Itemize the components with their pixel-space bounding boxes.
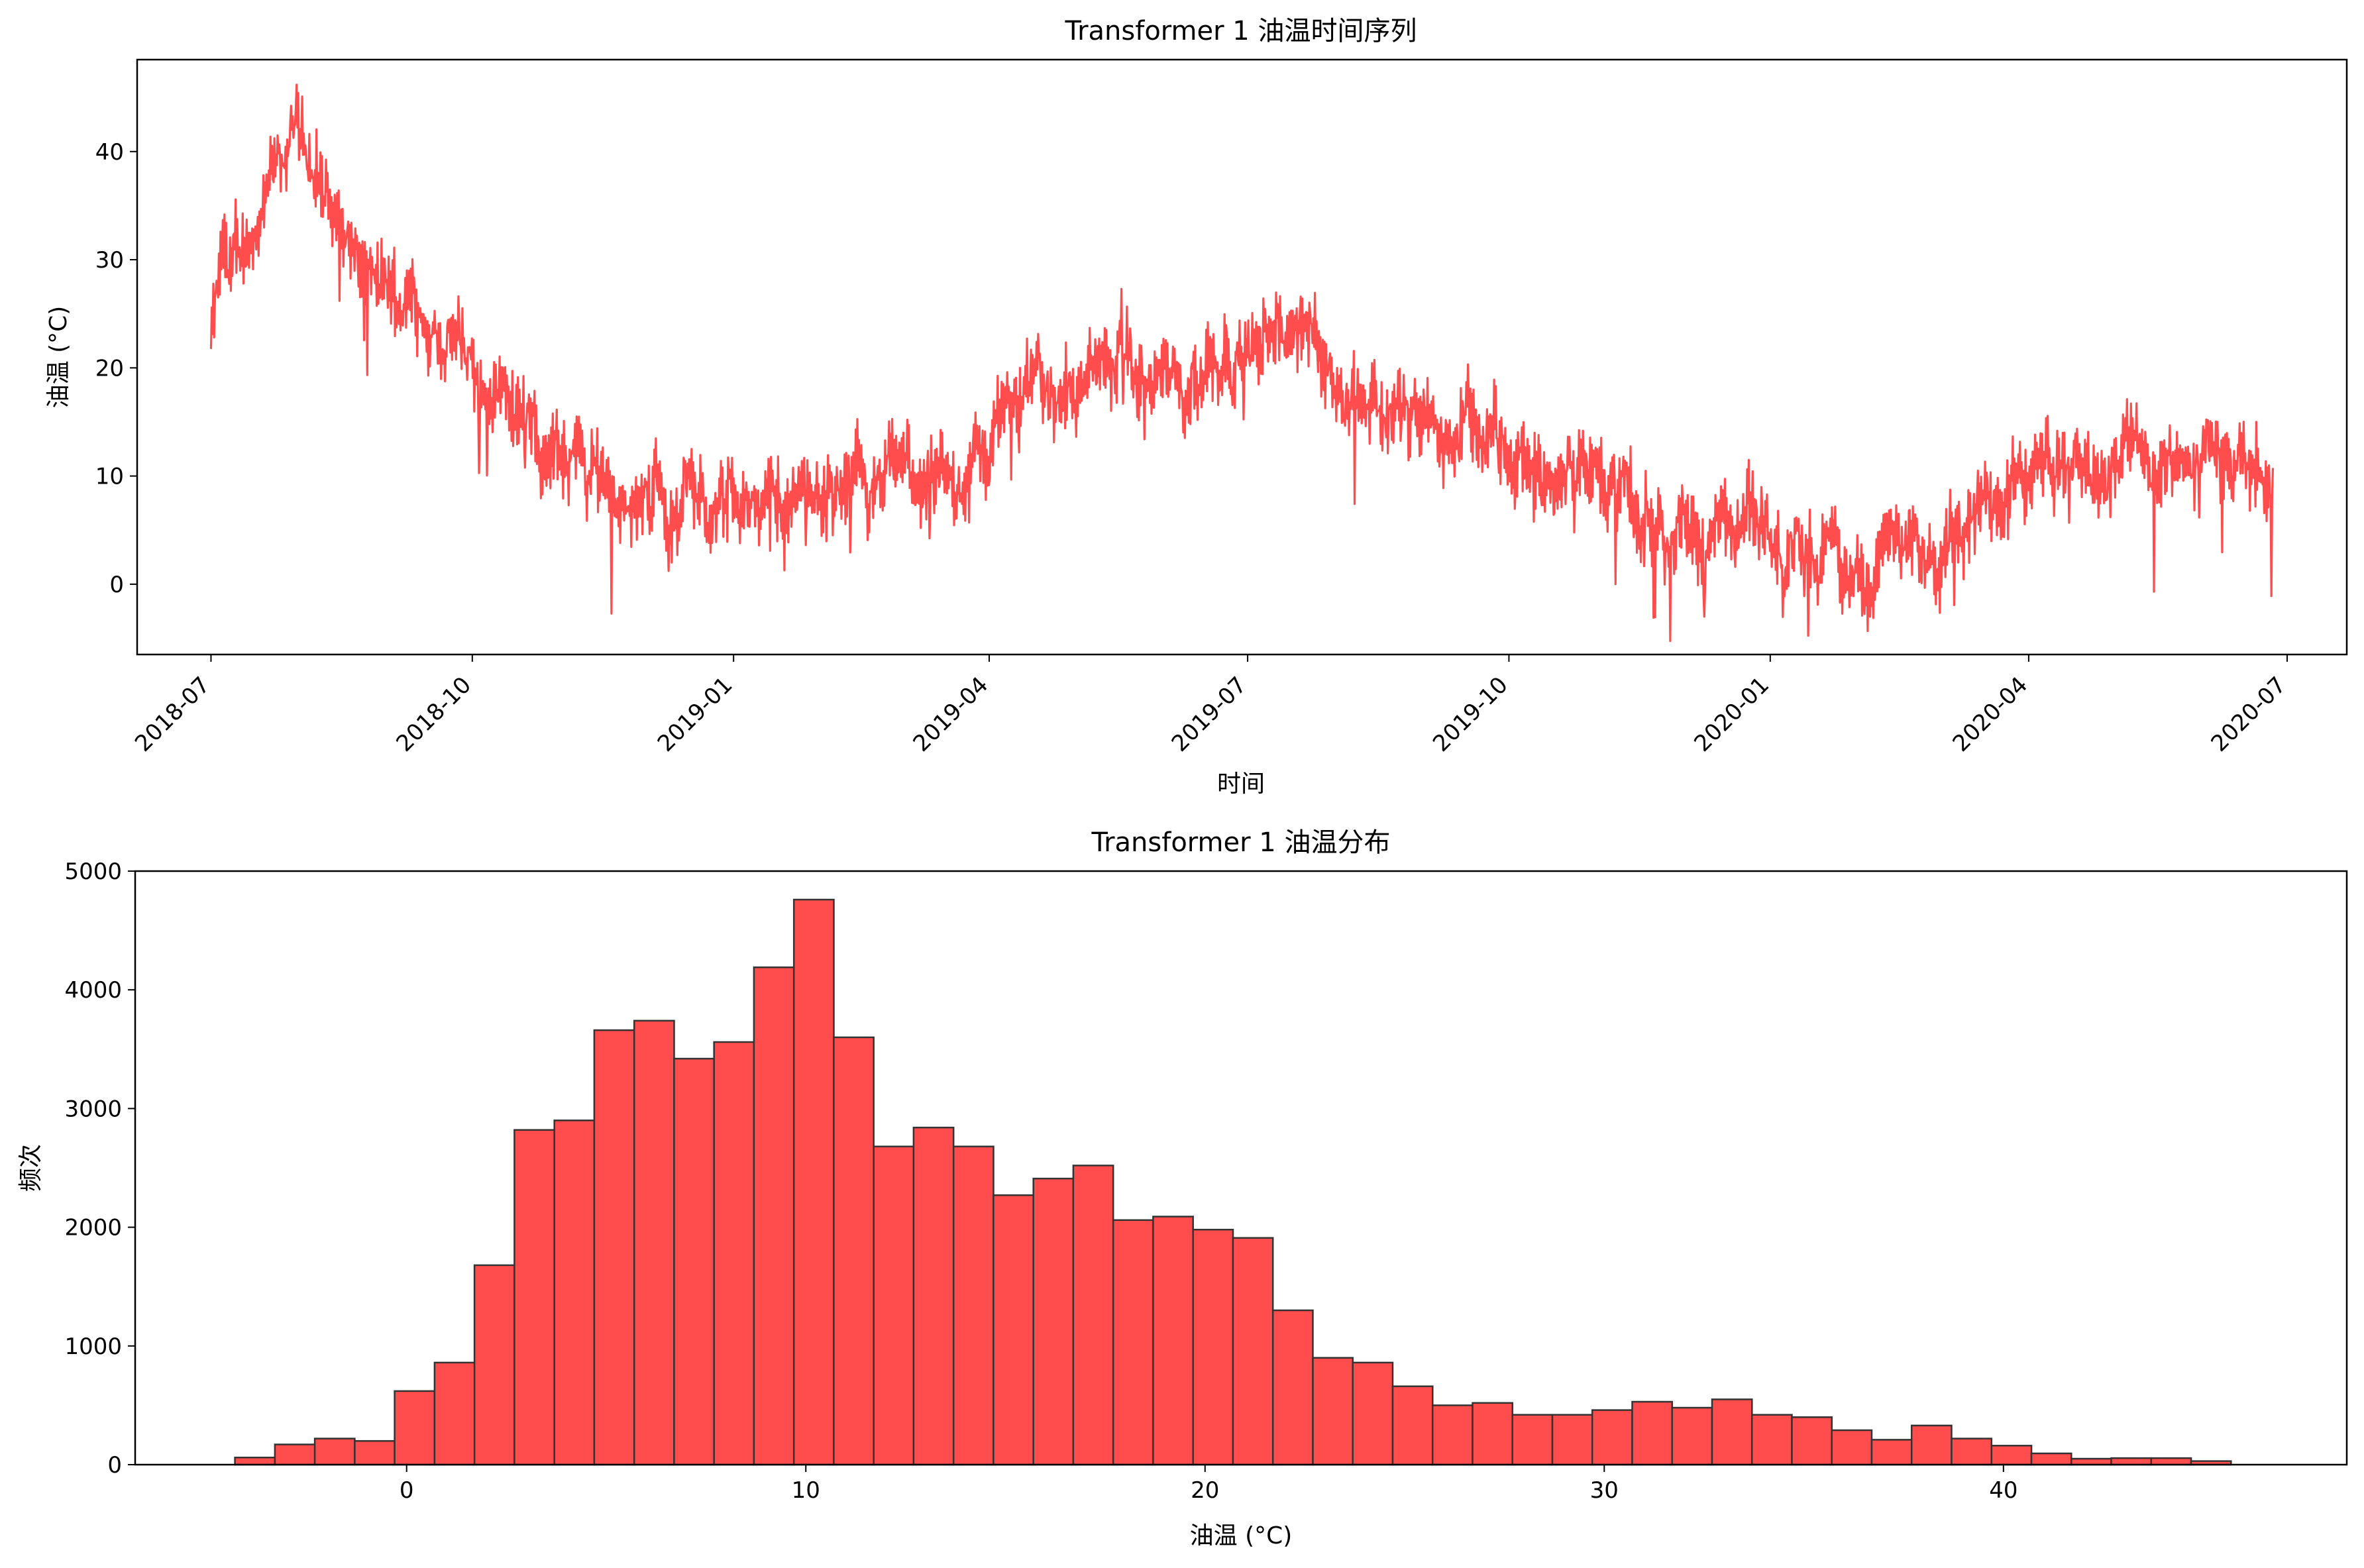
histogram-bar [1631,1400,1674,1466]
y-tick-label: 4000 [64,977,122,1004]
histogram-bar [593,1029,635,1466]
histogram-bar [912,1126,955,1466]
histogram-bar [993,1194,1034,1466]
histogram-bar [1671,1406,1713,1466]
histogram-bar [1152,1216,1194,1466]
histogram-bar [1990,1445,2033,1466]
x-tick-label: 20 [1191,1477,1219,1504]
oil-temp-line [209,83,2275,643]
x-tick-label: 10 [792,1477,820,1504]
histogram-bar [1072,1165,1114,1466]
histogram-bar [354,1439,396,1466]
histogram-bar [553,1120,596,1466]
y-tick-label: 5000 [64,859,122,885]
histogram-bar [1951,1437,1993,1466]
time-series-y-ticks: 0 10 20 30 40 [95,139,137,598]
oil-temp-line-series [209,83,2275,643]
histogram-bar [1232,1237,1274,1466]
y-tick-label: 10 [95,464,124,490]
histogram-bar [2110,1457,2153,1466]
histogram-bar [1551,1414,1593,1466]
histogram-bar [234,1456,276,1466]
histogram-bar [873,1145,915,1466]
histogram-bars [234,898,2232,1466]
histogram-bar [433,1361,476,1466]
histogram-bar [833,1036,875,1466]
y-tick-label: 0 [107,1452,122,1479]
x-tick-label: 0 [400,1477,414,1504]
histogram-bar [1910,1424,1953,1466]
y-tick-label: 3000 [64,1096,122,1122]
x-tick-label: 30 [1590,1477,1619,1504]
histogram-y-label: 频次 [17,1144,44,1192]
histogram-bar [2150,1457,2192,1466]
y-tick-label: 20 [95,355,124,382]
histogram-x-label: 油温 (°C) [1190,1522,1293,1549]
histogram-bar [513,1129,555,1466]
histogram-bar [673,1057,715,1466]
histogram-bar [1750,1414,1793,1466]
histogram-bar [1472,1402,1514,1466]
time-series-title: Transformer 1 油温时间序列 [1065,16,1417,46]
histogram-bar [1391,1385,1434,1466]
histogram-bar [1192,1228,1234,1466]
histogram-axes-frame [134,870,2348,1466]
y-tick-label: 0 [109,572,124,598]
histogram-bar [1511,1414,1554,1466]
histogram-bar [1431,1404,1474,1466]
y-tick-label: 30 [95,247,124,274]
histogram-bar [1711,1398,1753,1466]
time-series-axes-frame [136,58,2348,656]
histogram-bar [952,1145,994,1466]
histogram-x-ticks: 0 10 20 30 40 [400,1465,2017,1504]
histogram-bar [753,966,795,1466]
histogram-bar [2070,1457,2112,1466]
time-series-x-label: 时间 [1217,770,1265,798]
histogram-title: Transformer 1 油温分布 [1091,827,1391,858]
histogram-bar [1831,1429,1873,1466]
time-series-y-label: 油温 (°C) [45,306,72,409]
histogram-bar [633,1019,675,1466]
histogram-bar [1032,1177,1075,1466]
y-tick-label: 2000 [64,1215,122,1241]
histogram-bar [1791,1416,1833,1466]
histogram-chart: Transformer 1 油温分布 0 10 20 30 40 0 1000 2000 30… [17,827,2348,1549]
histogram-bar [473,1264,515,1466]
x-tick-label: 40 [1989,1477,2017,1504]
y-tick-label: 1000 [64,1333,122,1360]
histogram-bar [394,1390,436,1466]
histogram-bar [1870,1439,1913,1466]
histogram-bar [2030,1452,2072,1466]
histogram-bar [1591,1409,1633,1466]
histogram-bar [792,898,835,1466]
histogram-bar [313,1437,356,1466]
histogram-bar [274,1443,316,1466]
histogram-bar [1352,1361,1394,1466]
histogram-bar [713,1041,755,1466]
y-tick-label: 40 [95,139,124,166]
histogram-bar [1312,1357,1354,1466]
histogram-y-ticks: 0 1000 2000 3000 4000 5000 [64,859,135,1479]
histogram-bar [1112,1219,1154,1466]
histogram-bar [1271,1309,1314,1466]
